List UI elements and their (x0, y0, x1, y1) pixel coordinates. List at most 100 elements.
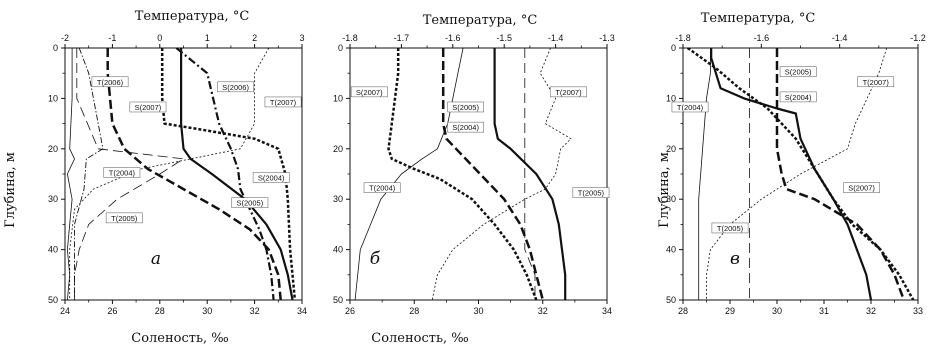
profile-t2004 (698, 48, 711, 300)
top-tick-label: -1.2 (910, 33, 926, 43)
top-tick-label: -1.6 (445, 33, 461, 43)
curve-label-box (129, 101, 167, 113)
curve-label-text: S(2005) (237, 199, 264, 208)
profile-s2007 (686, 48, 915, 300)
panel-a-y-axis-title: Глубина, м (3, 152, 18, 228)
top-tick-label: 1 (205, 33, 210, 43)
top-tick-label: -1.8 (675, 33, 691, 43)
bottom-tick-label: 28 (409, 306, 419, 316)
top-tick-label: -1.4 (548, 33, 564, 43)
curve-label: S(2004) (447, 121, 484, 133)
curve-label: T(2007) (857, 76, 895, 88)
curve-label-text: T(2007) (863, 78, 890, 87)
panel-a: Температура, °C Соленость, ‰ Глубина, м … (3, 9, 249, 345)
y-tick-label: 10 (333, 93, 343, 103)
curve-label: S(2005) (231, 197, 269, 208)
y-tick-label: 40 (48, 245, 58, 255)
curve-label-text: T(2004) (369, 184, 396, 193)
curve-label-box (231, 197, 269, 208)
curve-label: S(2005) (779, 66, 817, 77)
panel-a-letter: а (151, 249, 161, 269)
bottom-tick-label: 26 (345, 306, 355, 316)
curve-label-text: T(2005) (111, 214, 138, 223)
curve-label-box (103, 167, 141, 178)
profile-s2007 (387, 48, 538, 300)
top-tick-label: 3 (299, 33, 304, 43)
y-tick-label: 30 (48, 194, 58, 204)
curve-label-box (550, 86, 587, 98)
curve-label-box (105, 212, 143, 224)
curve-label-text: T(2005) (578, 189, 605, 198)
curve-label: S(2007) (843, 182, 880, 193)
profile-t2006 (74, 48, 104, 300)
curve-label-text: S(2007) (848, 184, 875, 193)
curve-label-text: S(2004) (258, 174, 285, 183)
profile-s2005 (441, 48, 545, 300)
profile-s2007 (160, 48, 297, 300)
curve-label-box (350, 86, 388, 98)
curve-label-box (857, 76, 895, 88)
curve-label-text: T(2004) (677, 103, 704, 112)
profile-s2005 (106, 48, 282, 300)
curve-label-box (843, 182, 880, 193)
curve-label-text: S(2007) (356, 88, 383, 97)
curve-label-box (447, 101, 484, 113)
curve-label-text: T(2007) (555, 88, 582, 97)
curve-label: S(2004) (252, 172, 290, 183)
y-tick-label: 50 (48, 295, 58, 305)
profile-t2007 (706, 48, 888, 300)
curve-label-text: S(2007) (135, 103, 162, 112)
y-tick-label: 20 (48, 144, 58, 154)
curve-label-box (91, 76, 129, 88)
top-tick-label: 0 (157, 33, 162, 43)
y-tick-label: 20 (333, 144, 343, 154)
top-tick-label: -2 (61, 33, 69, 43)
y-tick-label: 0 (671, 43, 676, 53)
top-tick-label: -1.6 (754, 33, 770, 43)
profile-s2004 (180, 48, 294, 300)
panel-b-bottom-axis-title: Соленость, ‰ (371, 331, 468, 345)
panel-b-top-axis-title: Температура, °C (423, 13, 538, 28)
curve-label: T(2007) (264, 96, 302, 108)
curve-label: T(2004) (671, 101, 709, 113)
bottom-tick-label: 30 (473, 306, 483, 316)
bottom-tick-label: 28 (678, 306, 688, 316)
bottom-tick-label: 34 (602, 306, 612, 316)
curve-label-box (264, 96, 302, 108)
y-tick-label: 10 (48, 93, 58, 103)
curve-label: T(2005) (711, 222, 749, 234)
curve-label-box (252, 172, 290, 183)
y-tick-label: 50 (333, 295, 343, 305)
curve-label-box (363, 182, 401, 193)
curve-label-text: S(2006) (222, 83, 249, 92)
y-tick-label: 40 (666, 245, 676, 255)
y-tick-label: 20 (666, 144, 676, 154)
curve-label: T(2004) (363, 182, 401, 193)
bottom-tick-label: 31 (819, 306, 829, 316)
y-tick-label: 30 (666, 194, 676, 204)
bottom-tick-label: 26 (107, 306, 117, 316)
panel-c: Температура, °C Глубина, м в (657, 11, 815, 269)
curve-label: S(2007) (350, 86, 388, 98)
panel-a-top-axis-title: Температура, °C (135, 9, 250, 24)
bottom-tick-label: 29 (725, 306, 735, 316)
panel-c-top-axis-title: Температура, °C (701, 11, 816, 26)
curve-label-text: S(2004) (452, 123, 479, 132)
curve-label-box (671, 101, 709, 113)
panel-a-bottom-axis-title: Соленость, ‰ (131, 331, 228, 345)
panel-c-letter: в (730, 249, 740, 269)
curve-label-box (779, 66, 817, 77)
profile-t2007 (431, 48, 572, 300)
bottom-tick-label: 32 (866, 306, 876, 316)
profile-s2006 (175, 48, 275, 300)
curve-label-box (217, 81, 254, 93)
panel-a-profiles (67, 48, 297, 300)
bottom-tick-label: 32 (250, 306, 260, 316)
curve-label-text: T(2005) (717, 224, 744, 233)
top-tick-label: -1 (108, 33, 116, 43)
y-tick-label: 30 (333, 194, 343, 204)
curve-label-box (572, 187, 610, 198)
bottom-tick-label: 24 (60, 306, 70, 316)
top-tick-label: 2 (252, 33, 257, 43)
